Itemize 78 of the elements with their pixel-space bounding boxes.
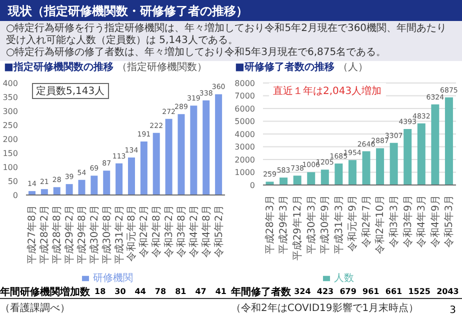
x-tick-label: 令和元年8月	[126, 205, 138, 262]
text: 現状（指定研修機関数・研修修了者の推移）	[0, 0, 462, 21]
x-tick-label: 平成28年8月	[51, 205, 64, 264]
x-tick-label: 令和5年2月	[212, 205, 225, 258]
x-tick-label: 平成29年12月	[291, 195, 304, 260]
x-tick-label: 令和3年8月	[175, 205, 188, 258]
x-tick-label: 平成29年3月	[278, 195, 290, 254]
x-tick-label: 令和3年3月	[388, 195, 400, 248]
y-tick-label: 2000	[234, 155, 255, 164]
text: ○特定行為研修の修了者数は、年々増加しており令和5年3月現在で6,875名である。	[6, 47, 388, 59]
x-tick-label: 令和4年8月	[200, 205, 212, 258]
text: 78	[154, 287, 166, 296]
x-tick-label: 令和3年9月	[402, 195, 414, 248]
text: 年間研修機関増加数	[0, 285, 90, 298]
annotation: 直近１年は2,043人増加	[269, 83, 386, 99]
y-tick-label: 4000	[234, 130, 255, 139]
chart-title: ■指定研修機関数の推移	[4, 62, 114, 73]
y-tick-label: 350	[2, 92, 18, 102]
text: （令和2年はCOVID19影響で1月末時点）	[231, 303, 419, 314]
x-tick-label: 平成31年3月	[332, 195, 345, 254]
y-tick-label: 250	[2, 120, 18, 130]
y-tick-label: 200	[2, 134, 18, 144]
y-tick-label: 7000	[234, 92, 255, 101]
x-tick-label: 令和2年10月	[374, 195, 386, 254]
y-tick-label: 100	[2, 162, 18, 172]
x-tick-label: 令和4年3月	[416, 195, 428, 248]
legend-label: 人数	[334, 273, 354, 284]
text: 2043	[436, 287, 459, 296]
text: 661	[385, 287, 402, 296]
y-tick-label: 8000	[234, 78, 255, 88]
y-tick-label: 400	[2, 78, 18, 88]
y-axis-title: （人）	[338, 62, 368, 73]
x-tick-label: 平成29年2月	[64, 205, 76, 264]
y-tick-label: 150	[2, 148, 18, 158]
x-tick-label: 平成28年2月	[38, 205, 51, 264]
x-tick-label: 令和2年8月	[150, 205, 163, 258]
x-tick-label: 令和3年2月	[163, 205, 176, 258]
y-tick-label: 0	[250, 180, 255, 190]
y-tick-label: 5000	[234, 117, 255, 126]
y-tick-label: 0	[12, 190, 18, 200]
text: 81	[175, 287, 186, 296]
x-tick-label: 令和5年3月	[443, 195, 456, 248]
x-tick-label: 平成30年9月	[319, 195, 332, 254]
x-tick-label: 平成27年8月	[26, 205, 38, 264]
x-tick-label: 令和4年9月	[429, 195, 442, 248]
y-tick-label: 3000	[234, 142, 255, 152]
text: 44	[134, 287, 146, 296]
y-tick-label: 1000	[234, 168, 255, 178]
annotation: 定員数5,143人	[32, 83, 109, 99]
legend-label: 研修機関	[93, 273, 133, 284]
text: 30	[114, 287, 126, 296]
chart-title: ■研修修了者数の推移	[235, 62, 334, 73]
y-tick-label: 6000	[234, 104, 255, 114]
x-tick-label: 令和2年7月	[360, 195, 372, 248]
x-tick-label: 平成29年8月	[76, 205, 88, 264]
x-tick-label: 令和2年2月	[138, 205, 150, 258]
text: 961	[362, 287, 380, 296]
y-axis-title: （指定研修機関数）	[116, 62, 207, 73]
text: 3	[450, 305, 456, 316]
text: 423	[316, 287, 334, 296]
text: 41	[215, 287, 226, 296]
text: （看護課調べ）	[0, 302, 71, 315]
text: 324	[294, 287, 311, 296]
x-tick-label: 平成30年3月	[305, 195, 318, 254]
x-tick-label: 平成31年2月	[113, 205, 126, 264]
x-tick-label: 平成28年3月	[264, 195, 276, 254]
text: 1525	[408, 287, 430, 296]
text: 年間修了者数	[231, 286, 291, 298]
y-tick-label: 50	[8, 176, 18, 186]
x-tick-label: 平成30年8月	[100, 205, 113, 264]
x-tick-label: 令和元年9月	[346, 195, 359, 252]
text: ○特定行為研修を行う指定研修機関は、年々増加しており令和5年2月現在で360機関、年間あたり受け入れ可能な人数（定員数）は 5,143人である。	[6, 23, 448, 46]
text: 18	[94, 287, 106, 296]
text: 679	[340, 287, 356, 296]
y-tick-label: 300	[2, 106, 18, 116]
x-tick-label: 平成30年2月	[88, 205, 100, 264]
text: 47	[195, 287, 206, 296]
x-tick-label: 令和4年2月	[188, 205, 200, 258]
